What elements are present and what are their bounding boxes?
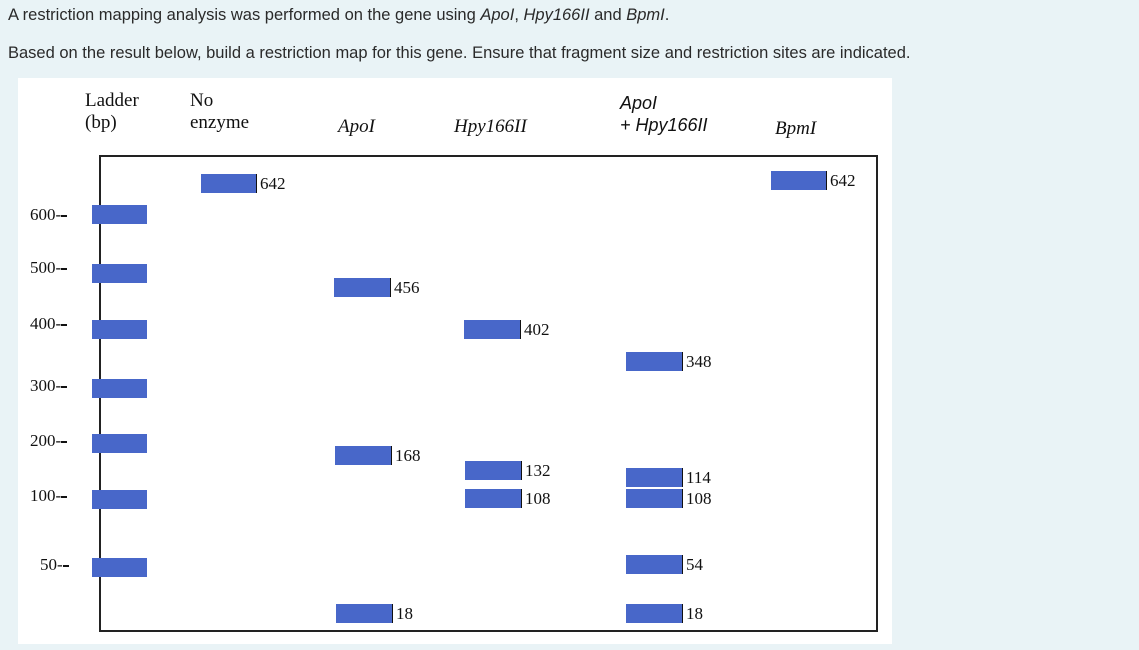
header-ladder-line1: Ladder [85, 90, 139, 111]
ladder-tick-400: 400- [30, 314, 68, 333]
band-hpy166ii-108 [465, 489, 521, 508]
ladder-tick-500: 500- [30, 258, 68, 277]
band-combo-18 [626, 604, 682, 623]
header-apoi-hpy166ii: ApoI + Hpy166II [620, 92, 708, 136]
ladder-tick-50: 50- [40, 555, 69, 574]
band-hpy166ii-402 [464, 320, 520, 339]
band-bpmi-642 [771, 171, 826, 190]
header-combo-line2: + Hpy166II [620, 115, 708, 135]
ladder-band-400 [92, 320, 147, 339]
label-apoi-456: 456 [390, 278, 420, 297]
enzyme-name-hpy166ii: Hpy166II [523, 6, 590, 24]
band-apoi-456 [334, 278, 390, 297]
enzyme-name-apoi: ApoI [480, 6, 515, 24]
band-noenzyme-642 [201, 174, 256, 193]
label-apoi-168: 168 [391, 446, 421, 465]
label-apoi-18: 18 [392, 604, 413, 623]
band-apoi-168 [335, 446, 391, 465]
ladder-band-300 [92, 379, 147, 398]
label-combo-18: 18 [682, 604, 703, 623]
ladder-band-200 [92, 434, 147, 453]
separator: , [514, 6, 524, 24]
ladder-band-500 [92, 264, 147, 283]
ladder-tick-200: 200- [30, 431, 68, 450]
header-noenz-line2: enzyme [190, 112, 250, 133]
ladder-tick-100: 100- [30, 486, 68, 505]
label-combo-54: 54 [682, 555, 703, 574]
header-combo-line1: ApoI [620, 93, 658, 113]
question-line-2: Based on the result below, build a restr… [8, 44, 911, 62]
band-combo-114 [626, 468, 682, 487]
period: . [664, 6, 670, 24]
label-combo-348: 348 [682, 352, 712, 371]
ladder-band-100 [92, 490, 147, 509]
band-combo-348 [626, 352, 682, 371]
question-text: A restriction mapping analysis was perfo… [8, 6, 481, 24]
header-no-enzyme: No enzyme [190, 90, 249, 134]
header-hpy166ii: Hpy166II [454, 116, 527, 137]
band-apoi-18 [336, 604, 392, 623]
label-combo-114: 114 [682, 468, 711, 487]
separator: and [589, 6, 627, 24]
band-combo-108 [626, 489, 682, 508]
label-hpy166ii-402: 402 [520, 320, 550, 339]
gel-figure: Ladder (bp) No enzyme ApoI Hpy166II ApoI… [18, 78, 892, 644]
label-bpmi-642: 642 [826, 171, 856, 190]
question-line-1: A restriction mapping analysis was perfo… [8, 6, 669, 25]
label-noenzyme-642: 642 [256, 174, 286, 193]
label-combo-108: 108 [682, 489, 712, 508]
band-combo-54 [626, 555, 682, 574]
header-ladder: Ladder (bp) [85, 90, 139, 134]
label-hpy166ii-132: 132 [521, 461, 551, 480]
header-apoi: ApoI [338, 116, 375, 137]
enzyme-name-bpmi: BpmI [626, 6, 665, 24]
gel-box [99, 155, 878, 632]
band-hpy166ii-132 [465, 461, 521, 480]
header-noenz-line1: No [190, 90, 214, 111]
label-hpy166ii-108: 108 [521, 489, 551, 508]
ladder-tick-300: 300- [30, 376, 68, 395]
header-ladder-line2: (bp) [85, 112, 117, 133]
header-bpmi: BpmI [775, 118, 817, 139]
ladder-tick-600: 600- [30, 205, 68, 224]
ladder-band-50 [92, 558, 147, 577]
ladder-band-600 [92, 205, 147, 224]
